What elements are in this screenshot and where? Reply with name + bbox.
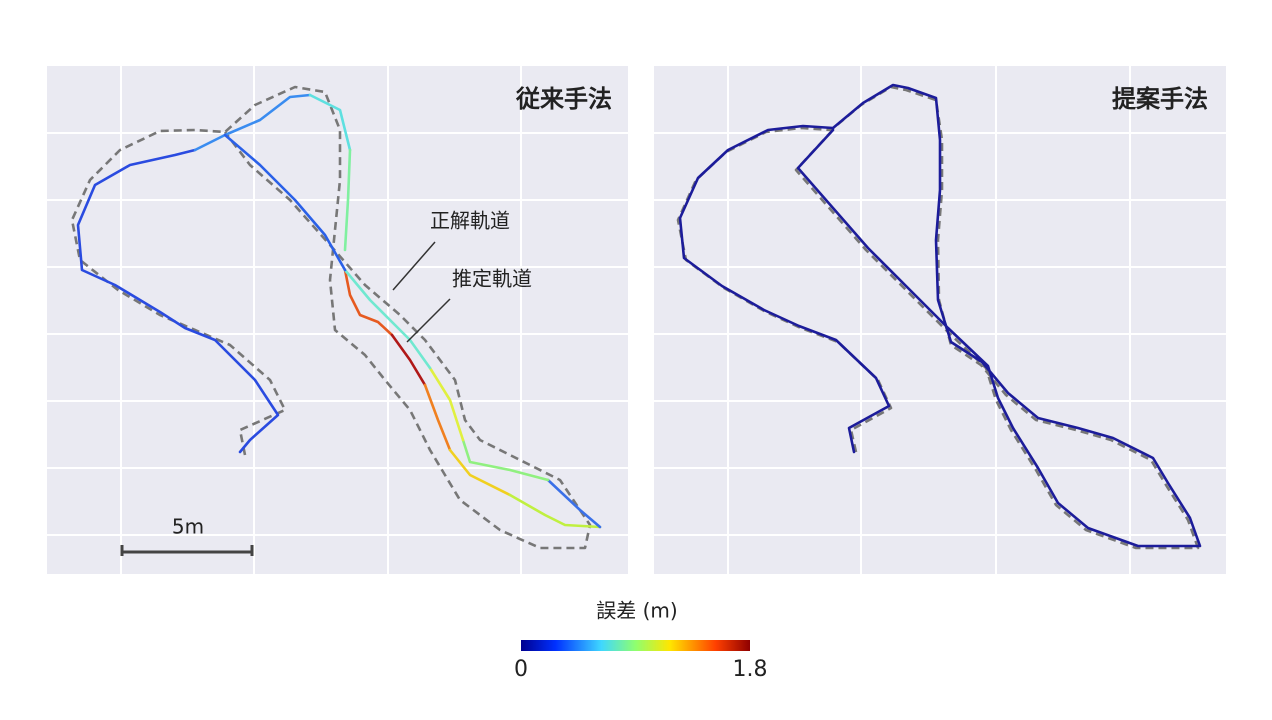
colorbar-tick-label: 1.8 bbox=[733, 657, 768, 682]
panel-right: 提案手法 bbox=[654, 66, 1226, 574]
plot-area bbox=[47, 66, 628, 574]
annotation-leader bbox=[406, 298, 451, 343]
annotation: 推定軌道 bbox=[452, 267, 532, 291]
panel-left: 従来手法 正解軌道 推定軌道 5m bbox=[47, 66, 628, 574]
estimated-path bbox=[678, 83, 1202, 548]
colorbar: 誤差 (m) 0 1.8 bbox=[514, 599, 768, 683]
scale-label: 5m bbox=[172, 515, 204, 539]
ground-truth-path bbox=[70, 85, 592, 550]
scale-bar bbox=[120, 545, 254, 556]
panel-title: 従来手法 bbox=[515, 85, 612, 113]
annotation-leader bbox=[392, 241, 436, 291]
colorbar-tick-label: 0 bbox=[514, 657, 528, 682]
colorbar-label: 誤差 (m) bbox=[596, 599, 677, 623]
panel-title: 提案手法 bbox=[1112, 85, 1208, 113]
estimated-path bbox=[76, 93, 602, 529]
annotation: 正解軌道 bbox=[430, 209, 510, 233]
colorbar-scale bbox=[521, 640, 750, 651]
